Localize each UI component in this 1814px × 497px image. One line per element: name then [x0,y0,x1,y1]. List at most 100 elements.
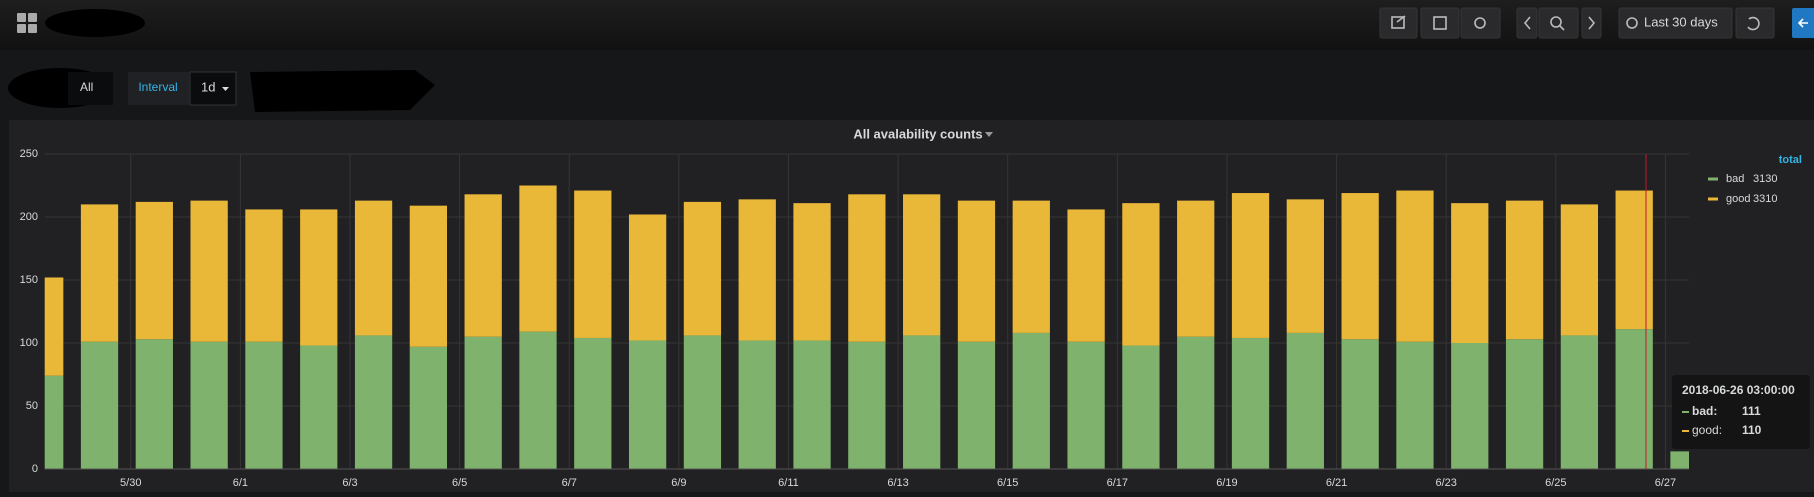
share-button[interactable] [1379,7,1418,39]
bar-segment [464,194,502,337]
bar-segment [628,340,667,469]
bar-segment [903,194,941,336]
bar-segment [574,190,612,338]
bar-segment [1396,341,1434,469]
panel-menu-caret[interactable] [985,132,993,137]
x-tick-label: 5/30 [120,477,141,489]
variable-value[interactable]: 1d [201,79,215,94]
bar-segment [1670,451,1690,469]
bar-segment [409,205,448,347]
bar-segment [1396,190,1434,342]
bar-segment [1286,332,1324,469]
bar-segment [1560,335,1599,469]
bar-segment [354,335,393,469]
bar-segment [1615,190,1653,330]
variable-value[interactable]: All [80,80,93,94]
bar-segment [1177,200,1215,337]
bar-segment [1231,337,1270,469]
x-tick-label: 6/9 [671,477,686,489]
bar-segment [245,209,283,342]
legend-total: 3130 [1753,173,1777,185]
x-tick-label: 6/13 [887,477,908,489]
bar-segment [793,203,831,341]
y-tick-label: 150 [20,274,38,286]
x-tick-label: 6/19 [1216,477,1237,489]
bar-segment [245,341,283,469]
time-forward-button[interactable] [1581,7,1602,39]
x-tick-label: 6/11 [778,477,799,489]
bar-segment [190,341,228,469]
bar-segment [80,204,119,342]
bar-segment [957,200,996,342]
bar-segment [190,200,228,342]
panel-title[interactable]: All avalability counts [853,126,982,141]
variable-value-box[interactable] [68,72,113,105]
y-tick-label: 250 [20,148,38,160]
bar-segment [1505,339,1544,469]
variable-label: Interval [138,80,177,94]
bar-segment [1615,329,1653,469]
bar-segment [903,335,941,469]
x-tick-label: 6/27 [1655,477,1676,489]
x-tick-label: 6/3 [342,477,357,489]
bar-segment [1067,209,1105,342]
bar-segment [1286,199,1324,333]
bar-segment [628,214,667,341]
bar-segment [683,201,722,336]
bar-segment [1177,336,1215,469]
bar-segment [519,331,557,469]
bar-segment [574,337,612,469]
x-tick-label: 6/17 [1107,477,1128,489]
bar-segment [793,340,831,469]
bar-segment [957,341,996,469]
tooltip-label: good: [1692,423,1722,437]
redaction [250,70,435,112]
variable-value-box[interactable] [189,71,237,106]
bar-segment [135,339,173,469]
bar-segment [44,277,64,376]
bar-segment [1067,341,1105,469]
bar-segment [1341,193,1379,340]
settings-button[interactable] [1460,7,1501,39]
top-bar [0,0,1814,50]
x-tick-label: 6/25 [1545,477,1566,489]
bar-segment [1231,193,1270,338]
time-range[interactable]: Last 30 days [1644,14,1718,29]
bar-segment [80,341,119,469]
toolbar-icons [1391,15,1808,31]
bar-segment [1451,203,1489,343]
bars [44,185,1690,469]
refresh-button[interactable] [1735,7,1775,39]
x-tick-label: 6/23 [1435,477,1456,489]
bar-segment [135,201,173,340]
y-tick-label: 50 [26,400,38,412]
legend-total: 3310 [1753,193,1777,205]
dropdown-caret [222,87,229,91]
bar-segment [1451,343,1489,469]
y-tick-label: 0 [32,463,38,475]
time-picker[interactable] [1618,7,1733,39]
x-tick-label: 6/1 [233,477,248,489]
bar-segment [1122,345,1160,469]
bar-segment [738,199,776,341]
x-tick-label: 6/5 [452,477,467,489]
zoom-out-button[interactable] [1538,7,1579,39]
x-tick-label: 6/7 [562,477,577,489]
bar-segment [848,341,886,469]
bar-segment [1341,339,1379,469]
bar-segment [848,194,886,342]
save-button[interactable] [1420,7,1460,39]
bar-segment [300,345,338,469]
legend-label: bad [1726,173,1744,185]
tooltip-value: 111 [1742,404,1761,418]
redaction [45,9,145,37]
time-back-button[interactable] [1516,7,1538,39]
variable-label-box [128,72,189,105]
legend-header: total [1779,154,1802,166]
bar-segment [1505,200,1544,340]
tooltip-label: bad: [1692,404,1717,418]
bar-segment [738,340,776,469]
bar-segment [1560,204,1599,336]
